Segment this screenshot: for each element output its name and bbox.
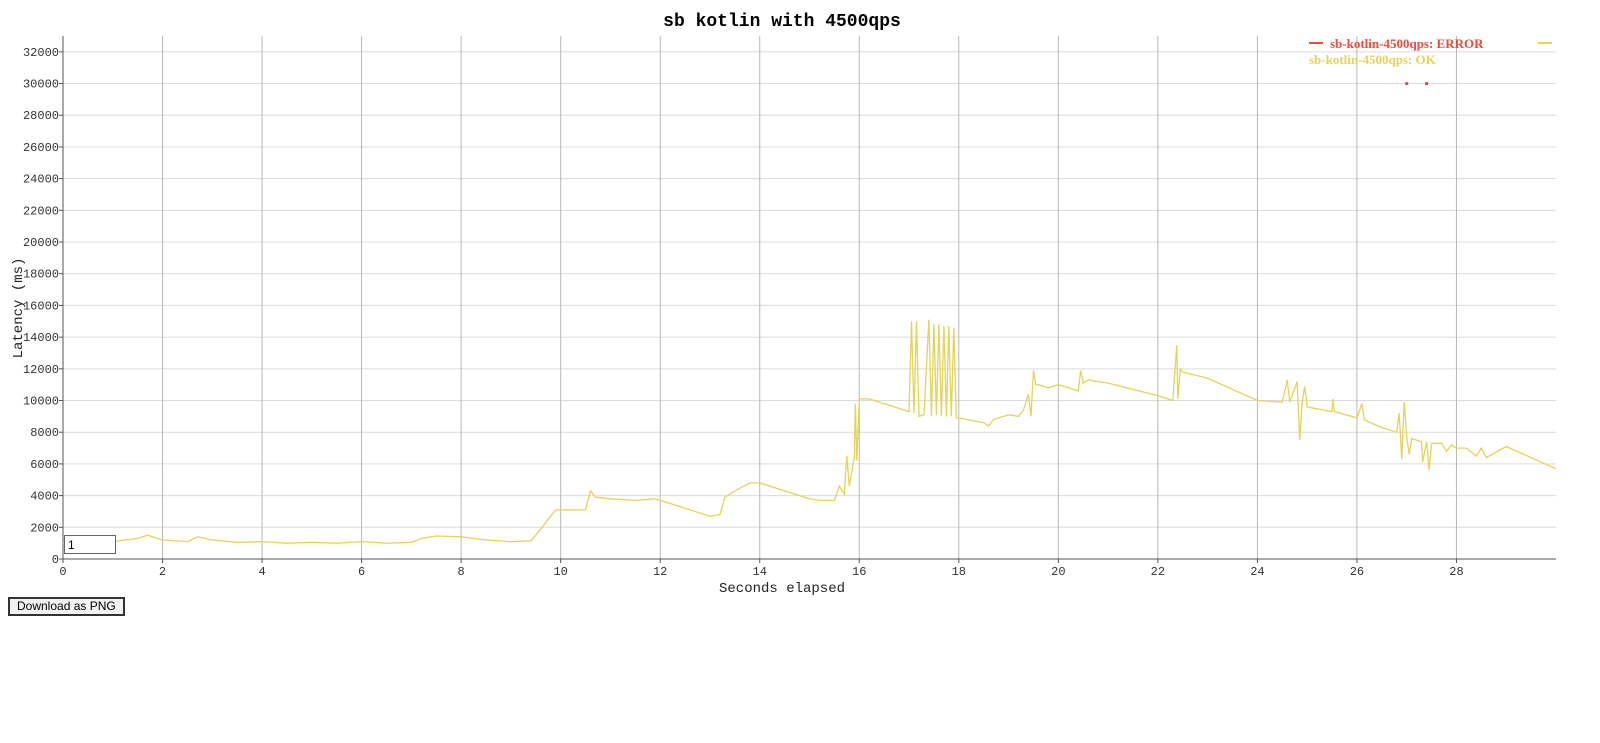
series-line-ok bbox=[62, 319, 1557, 547]
x-tick-label: 4 bbox=[258, 565, 265, 579]
y-tick-label: 8000 bbox=[30, 426, 59, 440]
x-axis-ticks: 0 2 4 6 8 10 12 14 16 18 20 22 24 26 28 bbox=[59, 559, 1464, 579]
download-png-button[interactable]: Download as PNG bbox=[8, 597, 125, 616]
y-tick-label: 28000 bbox=[23, 109, 59, 123]
y-tick-label: 30000 bbox=[23, 78, 59, 92]
x-tick-label: 18 bbox=[952, 565, 966, 579]
y-tick-label: 24000 bbox=[23, 173, 59, 187]
y-tick-label: 18000 bbox=[23, 268, 59, 282]
chart-title: sb kotlin with 4500qps bbox=[663, 12, 901, 32]
y-tick-label: 12000 bbox=[23, 363, 59, 377]
legend-label-ok[interactable]: sb-kotlin-4500qps: OK bbox=[1309, 52, 1437, 67]
y-axis-ticks: 0 2000 4000 6000 8000 10000 12000 14000 16000 180… bbox=[23, 46, 63, 567]
y-tick-label: 0 bbox=[52, 553, 59, 567]
error-point bbox=[1425, 82, 1429, 86]
y-tick-label: 6000 bbox=[30, 458, 59, 472]
y-tick-label: 20000 bbox=[23, 236, 59, 250]
smoothing-input[interactable] bbox=[64, 535, 116, 554]
x-tick-label: 20 bbox=[1051, 565, 1065, 579]
series-1 bbox=[62, 319, 1557, 547]
x-tick-label: 0 bbox=[59, 565, 66, 579]
y-tick-label: 26000 bbox=[23, 141, 59, 155]
legend-label-error[interactable]: sb-kotlin-4500qps: ERROR bbox=[1330, 36, 1484, 51]
x-tick-label: 28 bbox=[1449, 565, 1463, 579]
x-tick-label: 10 bbox=[553, 565, 567, 579]
x-tick-label: 24 bbox=[1250, 565, 1264, 579]
x-tick-label: 12 bbox=[653, 565, 667, 579]
y-axis-title: Latency (ms) bbox=[11, 258, 27, 359]
series-layer bbox=[62, 82, 1557, 547]
x-tick-label: 8 bbox=[458, 565, 465, 579]
y-tick-label: 2000 bbox=[30, 521, 59, 535]
y-tick-label: 4000 bbox=[30, 490, 59, 504]
x-axis-title: Seconds elapsed bbox=[719, 581, 845, 597]
y-tick-label: 10000 bbox=[23, 395, 59, 409]
error-point bbox=[1405, 82, 1409, 86]
x-tick-label: 26 bbox=[1350, 565, 1364, 579]
grid bbox=[63, 36, 1556, 559]
x-tick-label: 16 bbox=[852, 565, 866, 579]
y-tick-label: 32000 bbox=[23, 46, 59, 60]
y-tick-label: 14000 bbox=[23, 331, 59, 345]
x-tick-label: 2 bbox=[159, 565, 166, 579]
legend[interactable]: sb-kotlin-4500qps: ERROR sb-kotlin-4500q… bbox=[1309, 36, 1552, 67]
y-tick-label: 16000 bbox=[23, 299, 59, 313]
x-tick-label: 6 bbox=[358, 565, 365, 579]
x-tick-label: 14 bbox=[753, 565, 767, 579]
y-tick-label: 22000 bbox=[23, 204, 59, 218]
x-tick-label: 22 bbox=[1151, 565, 1165, 579]
series-0 bbox=[1405, 82, 1429, 86]
